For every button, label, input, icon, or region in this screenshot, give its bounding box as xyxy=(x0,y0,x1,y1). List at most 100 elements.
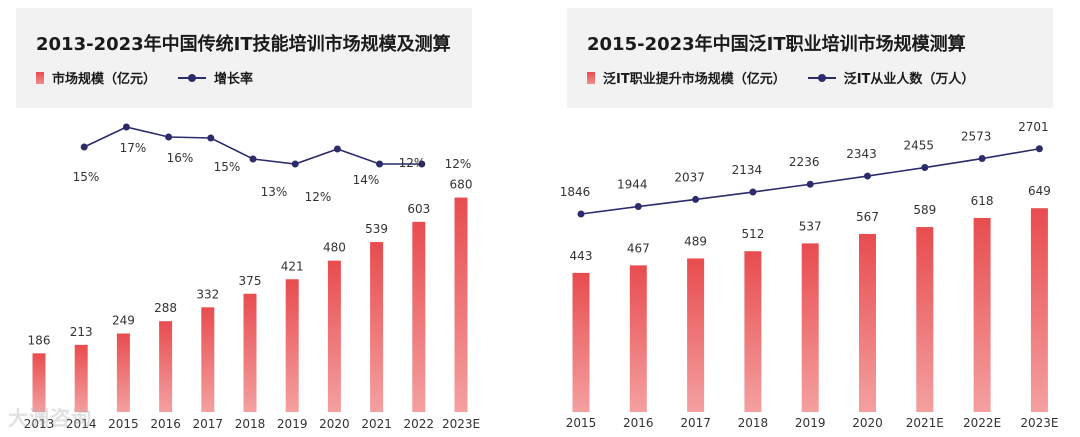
employees-label-2015: 1846 xyxy=(560,185,591,199)
legend-label-line: 增长率 xyxy=(214,72,254,87)
bar-2021E xyxy=(916,227,934,412)
growth-point-2021 xyxy=(376,160,384,168)
growth-point-2015 xyxy=(122,123,130,131)
chart-plot-area: 443 2015 467 2016 489 2017 512 2018 537 2019 567 20… xyxy=(560,120,1059,430)
bar-2018 xyxy=(243,293,257,412)
chart-plot-area: 186 2013 213 2014 249 2015 288 2016 332 2017 375 20… xyxy=(24,123,480,431)
x-tick-label-2019: 2019 xyxy=(277,417,308,431)
bar-2020 xyxy=(327,260,341,412)
bar-value-label-2018: 375 xyxy=(239,274,262,288)
x-tick-label-2013: 2013 xyxy=(24,417,55,431)
employees-point-2022E xyxy=(978,155,986,163)
x-tick-label-2020: 2020 xyxy=(852,416,883,430)
employees-label-2022E: 2573 xyxy=(961,130,992,144)
employees-point-2023E xyxy=(1035,145,1043,153)
bar-swatch-icon xyxy=(36,71,44,84)
x-tick-label-2021E: 2021E xyxy=(906,416,944,430)
growth-rate-label-2018: 13% xyxy=(261,185,288,199)
bar-value-label-2021E: 589 xyxy=(913,203,936,217)
bar-value-label-2020: 480 xyxy=(323,241,346,255)
x-tick-label-2019: 2019 xyxy=(795,416,826,430)
employees-label-2021E: 2455 xyxy=(904,139,935,153)
growth-rate-label-2019: 12% xyxy=(305,190,332,204)
x-tick-label-2017: 2017 xyxy=(193,417,224,431)
watermark-logo: 大渊咨询 xyxy=(8,406,92,430)
growth-rate-label-2015: 17% xyxy=(120,141,147,155)
bar-value-label-2022E: 618 xyxy=(971,194,994,208)
growth-point-2017 xyxy=(207,134,215,142)
legend-label-line: 泛IT从业人数（万人） xyxy=(843,72,975,87)
chart-legend: 泛IT职业提升市场规模（亿元） 泛IT从业人数（万人） xyxy=(587,68,996,87)
growth-rate-label-2021: 12% xyxy=(399,156,426,170)
growth-point-2014 xyxy=(80,143,88,151)
employees-label-2019: 2236 xyxy=(789,155,820,169)
growth-rate-label-2020: 14% xyxy=(353,173,380,187)
bar-2021 xyxy=(370,242,384,412)
employees-label-2018: 2134 xyxy=(732,163,763,177)
x-tick-label-2018: 2018 xyxy=(738,416,769,430)
bar-value-label-2015: 443 xyxy=(570,249,593,263)
bar-value-label-2014: 213 xyxy=(70,325,93,339)
growth-rate-label-2017: 15% xyxy=(214,160,241,174)
bar-2013 xyxy=(32,353,46,412)
bar-2016 xyxy=(159,321,173,412)
bar-2023E xyxy=(454,197,468,412)
chart-title: 2013-2023年中国传统IT技能培训市场规模及测算 xyxy=(36,34,451,55)
bar-2018 xyxy=(744,251,762,412)
bar-2022 xyxy=(412,221,426,412)
bar-value-label-2019: 537 xyxy=(799,219,822,233)
bar-value-label-2017: 489 xyxy=(684,234,707,248)
legend-label-bars: 市场规模（亿元） xyxy=(52,72,157,87)
x-tick-label-2016: 2016 xyxy=(150,417,181,431)
x-tick-label-2022: 2022 xyxy=(404,417,435,431)
x-tick-label-2018: 2018 xyxy=(235,417,266,431)
chart-panel-pan-it: 2015-2023年中国泛IT职业培训市场规模测算 泛IT职业提升市场规模（亿元… xyxy=(545,0,1080,437)
x-tick-label-2015: 2015 xyxy=(108,417,139,431)
employees-point-2019 xyxy=(806,180,814,188)
bar-2020 xyxy=(859,233,876,412)
bar-2014 xyxy=(74,344,88,412)
bar-value-label-2016: 467 xyxy=(627,241,650,255)
legend-label-bars: 泛IT职业提升市场规模（亿元） xyxy=(603,72,786,87)
line-swatch-icon xyxy=(807,72,836,84)
bar-2023E xyxy=(1030,208,1048,412)
legend-item-line: 泛IT从业人数（万人） xyxy=(807,68,975,87)
bar-2016 xyxy=(629,265,647,412)
x-tick-label-2020: 2020 xyxy=(319,417,350,431)
bar-2019 xyxy=(801,243,819,412)
bar-2015 xyxy=(572,272,590,412)
bar-value-label-2015: 249 xyxy=(112,313,135,327)
employees-label-2023E: 2701 xyxy=(1018,120,1049,134)
bar-value-label-2016: 288 xyxy=(154,301,177,315)
growth-point-2020 xyxy=(333,145,341,153)
employees-point-2017 xyxy=(692,195,700,203)
x-tick-label-2022E: 2022E xyxy=(963,416,1001,430)
employees-point-2021E xyxy=(921,164,929,172)
bar-2015 xyxy=(116,333,130,412)
bar-value-label-2021: 539 xyxy=(365,222,388,236)
bar-value-label-2022: 603 xyxy=(407,202,430,216)
growth-point-2019 xyxy=(291,160,299,168)
growth-rate-label-2014: 15% xyxy=(73,170,100,184)
employees-point-2016 xyxy=(634,203,642,211)
growth-point-2022 xyxy=(418,160,426,168)
employees-point-2020 xyxy=(864,172,871,180)
chart-panel-traditional-it: 2013-2023年中国传统IT技能培训市场规模及测算 市场规模（亿元） 增长率… xyxy=(0,0,500,437)
growth-rate-label-2022: 12% xyxy=(445,157,472,171)
x-tick-label-2023E: 2023E xyxy=(1020,416,1058,430)
employees-point-2015 xyxy=(577,210,585,218)
line-swatch-icon xyxy=(178,72,207,84)
legend-item-bars: 市场规模（亿元） xyxy=(36,68,156,87)
bar-2017 xyxy=(201,307,215,412)
legend-item-line: 增长率 xyxy=(178,68,253,87)
employees-label-2017: 2037 xyxy=(674,170,705,184)
bar-2019 xyxy=(285,279,299,412)
bar-value-label-2023E: 649 xyxy=(1028,184,1051,198)
bar-value-label-2019: 421 xyxy=(281,259,304,273)
bar-value-label-2023E: 680 xyxy=(450,178,473,192)
bar-value-label-2013: 186 xyxy=(28,333,51,347)
bar-2017 xyxy=(687,258,705,412)
legend-item-bars: 泛IT职业提升市场规模（亿元） xyxy=(587,68,786,87)
employees-point-2018 xyxy=(749,188,757,196)
bar-value-label-2017: 332 xyxy=(196,287,219,301)
